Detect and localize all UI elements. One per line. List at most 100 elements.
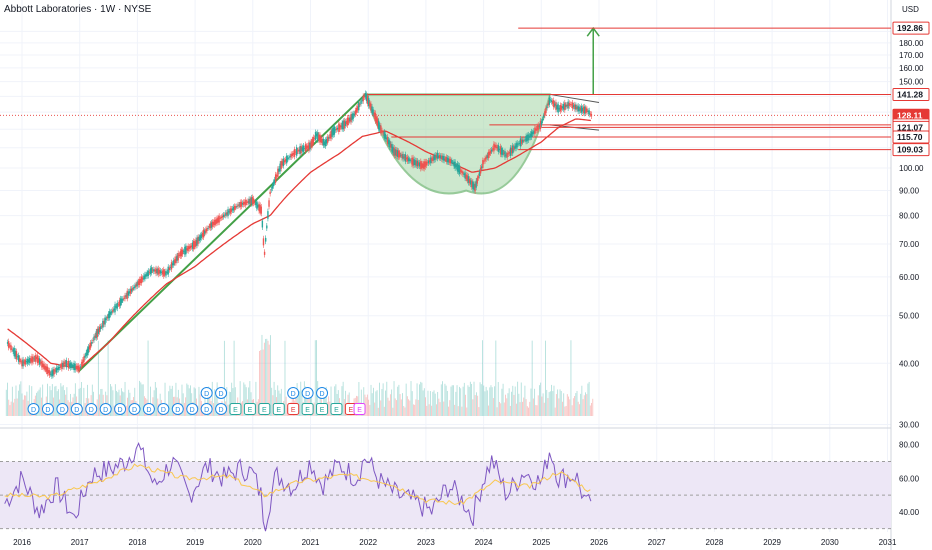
volume-bar bbox=[582, 399, 584, 416]
volume-bar bbox=[177, 389, 179, 416]
volume-bar bbox=[420, 381, 422, 416]
dividend-marker[interactable] bbox=[41, 403, 54, 415]
year-tick-label: 2024 bbox=[475, 538, 493, 547]
price-candle bbox=[397, 150, 400, 158]
price-candle bbox=[229, 208, 231, 214]
event-markers[interactable]: D D D D D D D D D D D D D D E E E E E E E E E ED D D D D bbox=[27, 387, 366, 415]
price-candle bbox=[152, 269, 154, 271]
volume-bar bbox=[467, 385, 469, 416]
price-candle bbox=[267, 211, 269, 219]
price-candle bbox=[305, 145, 308, 149]
volume-bar bbox=[462, 386, 464, 416]
price-candle bbox=[108, 311, 111, 319]
dividend-marker[interactable] bbox=[56, 403, 69, 415]
price-tick-label: 40.00 bbox=[899, 359, 920, 368]
earnings-marker[interactable] bbox=[258, 403, 271, 415]
price-candle bbox=[567, 101, 569, 109]
price-candle bbox=[364, 93, 367, 98]
dividend-marker[interactable] bbox=[316, 387, 329, 399]
volume-bar bbox=[415, 399, 417, 416]
price-candle bbox=[322, 138, 325, 146]
dividend-marker[interactable] bbox=[70, 403, 83, 415]
price-candle bbox=[423, 161, 425, 169]
dividend-marker[interactable] bbox=[99, 403, 112, 415]
volume-bar bbox=[520, 382, 522, 416]
dividend-marker[interactable] bbox=[200, 403, 213, 415]
price-candle bbox=[133, 286, 135, 289]
dividend-marker[interactable] bbox=[287, 387, 300, 399]
volume-bar bbox=[505, 394, 506, 416]
dividend-marker[interactable] bbox=[142, 403, 155, 415]
dividend-marker[interactable] bbox=[157, 403, 170, 415]
volume-bar bbox=[551, 384, 553, 416]
volume-bar bbox=[164, 382, 166, 416]
event-marker-label: E bbox=[357, 407, 362, 414]
price-candle bbox=[84, 355, 86, 358]
dividend-marker[interactable] bbox=[114, 403, 127, 415]
price-candle bbox=[353, 113, 356, 116]
price-candle bbox=[239, 202, 241, 208]
event-marker-label: E bbox=[233, 407, 238, 414]
volume-bar bbox=[61, 386, 63, 416]
event-marker-label: D bbox=[204, 407, 209, 414]
price-candle bbox=[341, 122, 343, 130]
price-candle bbox=[436, 152, 439, 159]
earnings-marker[interactable] bbox=[272, 403, 285, 415]
price-candle bbox=[185, 245, 187, 255]
volume-bar bbox=[334, 386, 336, 416]
dividend-marker[interactable] bbox=[186, 403, 199, 415]
volume-bar bbox=[501, 388, 503, 416]
price-candle bbox=[584, 106, 586, 114]
dividend-marker[interactable] bbox=[27, 403, 40, 415]
volume-bar bbox=[429, 391, 431, 416]
price-candle bbox=[417, 162, 420, 166]
price-candle bbox=[387, 139, 390, 145]
dividend-marker[interactable] bbox=[301, 387, 314, 399]
dividend-marker[interactable] bbox=[200, 387, 213, 399]
event-marker-label: E bbox=[334, 407, 339, 414]
volume-bar bbox=[448, 406, 450, 416]
volume-bar bbox=[382, 383, 384, 416]
price-candle bbox=[134, 285, 136, 288]
volume-bar bbox=[451, 385, 453, 416]
event-marker-label: E bbox=[248, 407, 253, 414]
price-candle bbox=[337, 127, 339, 130]
volume-bar bbox=[471, 383, 473, 416]
price-candle bbox=[149, 268, 152, 275]
dividend-marker[interactable] bbox=[128, 403, 141, 415]
currency-label: USD bbox=[902, 5, 919, 14]
earnings-marker[interactable] bbox=[330, 403, 343, 415]
volume-bar bbox=[211, 381, 213, 416]
price-candle bbox=[396, 150, 399, 157]
price-candle bbox=[32, 356, 34, 362]
earnings-marker[interactable] bbox=[353, 403, 366, 415]
earnings-marker[interactable] bbox=[243, 403, 256, 415]
price-candle bbox=[409, 159, 411, 162]
price-candle bbox=[371, 106, 373, 113]
price-candle bbox=[142, 277, 144, 280]
price-candle bbox=[116, 302, 118, 309]
volume-bar bbox=[21, 393, 23, 416]
volume-bar bbox=[394, 398, 396, 416]
volume-bar bbox=[528, 407, 529, 416]
earnings-marker[interactable] bbox=[229, 403, 242, 415]
dividend-marker[interactable] bbox=[171, 403, 184, 415]
price-candle bbox=[558, 107, 560, 110]
volume-bar bbox=[369, 404, 371, 416]
volume-bar bbox=[91, 384, 93, 416]
volume-bar bbox=[154, 381, 156, 416]
volume-bar bbox=[64, 390, 65, 416]
dividend-marker[interactable] bbox=[215, 387, 228, 399]
price-candle bbox=[181, 249, 184, 255]
price-candle bbox=[97, 328, 100, 334]
price-candle bbox=[127, 291, 130, 296]
earnings-marker[interactable] bbox=[301, 403, 314, 415]
volume-bar bbox=[269, 335, 271, 416]
earnings-marker[interactable] bbox=[287, 403, 300, 415]
dividend-marker[interactable] bbox=[215, 403, 228, 415]
earnings-marker[interactable] bbox=[316, 403, 329, 415]
dividend-marker[interactable] bbox=[85, 403, 98, 415]
volume-bar bbox=[466, 407, 468, 416]
price-candle bbox=[520, 139, 523, 144]
